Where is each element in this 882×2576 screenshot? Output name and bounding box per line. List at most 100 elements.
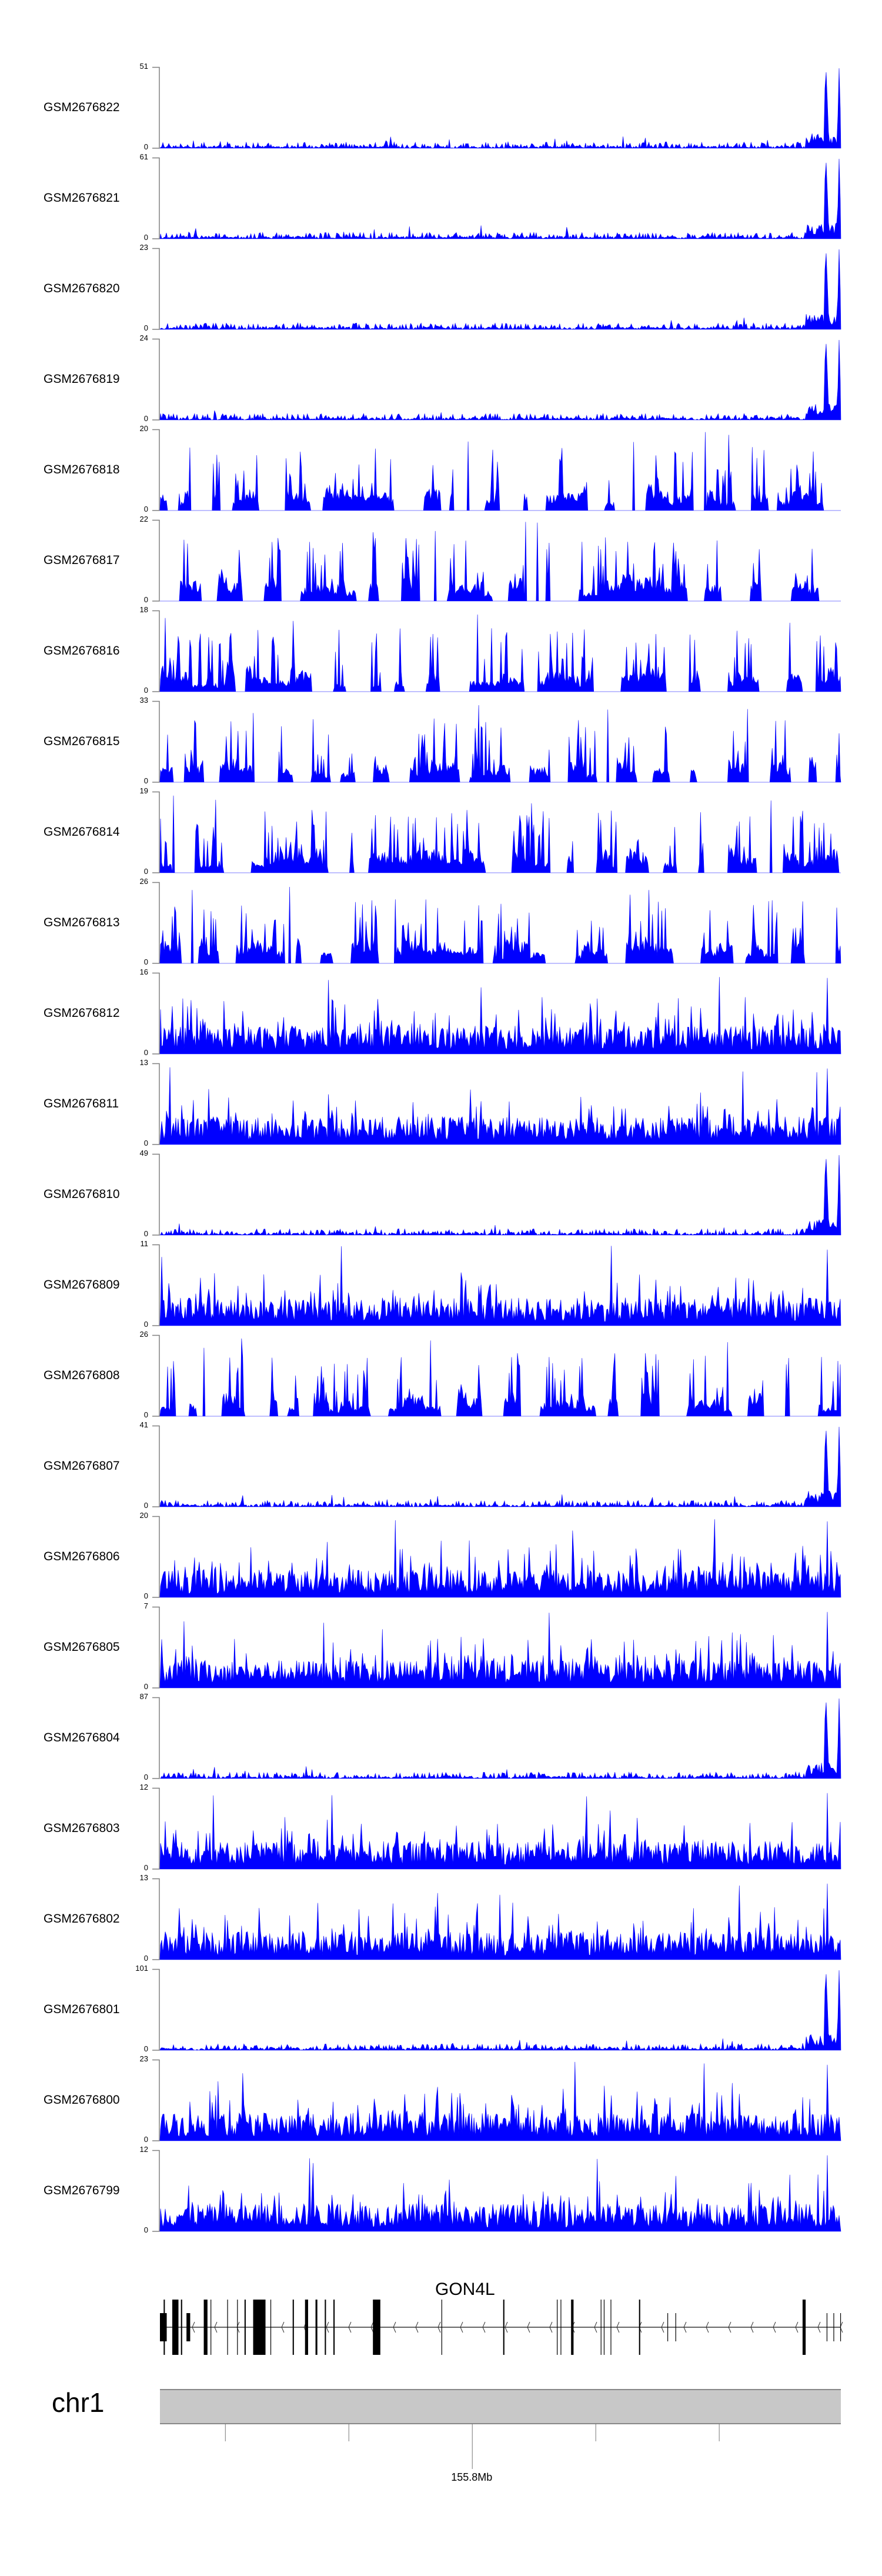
track-label: GSM2676817 [44,553,120,567]
y-axis-max-label: 49 [139,1149,148,1157]
strand-arrow-icon [661,2321,664,2333]
signal-area [159,1970,841,2051]
exon [503,2300,505,2355]
strand-arrow-icon [706,2321,709,2333]
y-axis-line [152,157,160,239]
y-axis-max-label: 20 [139,424,148,433]
track-plot [152,1334,841,1417]
y-axis-min-label: 0 [143,1501,148,1510]
track-plot [152,1878,841,1960]
exon [305,2300,308,2355]
track-label: GSM2676810 [44,1187,120,1201]
exon [600,2300,602,2355]
strand-arrow-icon [817,2321,821,2333]
signal-area [159,1883,841,1960]
y-axis-min-label: 0 [143,505,148,513]
strand-arrow-icon [594,2321,597,2333]
y-axis-min-label: 0 [143,1773,148,1781]
y-axis-line [152,2150,160,2232]
exon [802,2300,806,2355]
strand-arrow-icon [527,2321,530,2333]
y-axis-max-label: 19 [139,786,148,795]
y-axis-line [152,248,160,330]
y-axis-max-label: 33 [139,696,148,705]
track-label: GSM2676809 [44,1278,120,1292]
track-plot [152,1606,841,1689]
y-axis-max-label: 12 [139,1783,148,1791]
y-axis-line [152,1878,160,1960]
signal-area [159,1067,841,1145]
exon [571,2300,574,2355]
track-plot [152,972,841,1055]
y-axis-line [152,1697,160,1779]
exon [292,2300,294,2355]
y-axis-max-label: 101 [135,1964,148,1973]
track-label: GSM2676802 [44,1912,120,1926]
strand-arrow-icon [370,2321,374,2333]
y-axis-line [152,2059,160,2141]
exon [315,2300,318,2355]
y-axis-min-label: 0 [143,1410,148,1419]
y-axis-line [152,791,160,873]
track-label: GSM2676804 [44,1731,120,1744]
track-label: GSM2676821 [44,191,120,205]
exon [639,2300,640,2355]
signal-area [159,1793,841,1870]
y-axis-line [152,1334,160,1417]
y-axis-max-label: 26 [139,877,148,886]
y-axis-line [152,1516,160,1598]
exon [610,2300,612,2355]
y-axis-min-label: 0 [143,1863,148,1872]
track-plot [152,429,841,511]
track-label: GSM2676813 [44,916,120,929]
exon [237,2300,238,2355]
strand-arrow-icon [505,2321,508,2333]
track-label: GSM2676816 [44,644,120,658]
track-label: GSM2676808 [44,1369,120,1382]
signal-area [159,158,841,240]
y-axis-line [152,1153,160,1236]
track-label: GSM2676803 [44,1821,120,1835]
signal-area [159,1154,841,1236]
track-plot [152,1787,841,1870]
strand-arrow-icon [236,2321,240,2333]
signal-area [159,614,841,692]
y-axis-max-label: 12 [139,2145,148,2154]
track-label: GSM2676811 [44,1097,119,1110]
signal-area [159,1519,841,1598]
y-axis-max-label: 23 [139,2054,148,2063]
track-plot [152,519,841,602]
strand-arrow-icon [460,2321,463,2333]
exon [560,2300,562,2355]
signal-area [159,1611,841,1689]
y-axis-min-label: 0 [143,2044,148,2053]
exon [163,2300,165,2355]
y-axis-min-label: 0 [143,1048,148,1057]
y-axis-min-label: 0 [143,2225,148,2234]
signal-area [159,1698,841,1779]
track-label: GSM2676801 [44,2003,120,2016]
y-axis-line [152,519,160,602]
track-plot [152,1425,841,1507]
exon [833,2313,834,2341]
track-label: GSM2676800 [44,2093,120,2107]
exon [244,2300,246,2355]
track-label: GSM2676818 [44,463,120,476]
y-axis-min-label: 0 [143,1139,148,1147]
strand-arrow-icon [214,2321,218,2333]
exon [172,2300,179,2355]
strand-arrow-icon [549,2321,553,2333]
track-label: GSM2676807 [44,1459,120,1473]
strand-arrow-icon [281,2321,285,2333]
strand-arrow-icon [348,2321,352,2333]
signal-area [159,432,841,511]
track-plot [152,1968,841,2051]
track-label: GSM2676820 [44,282,120,295]
y-axis-max-label: 22 [139,515,148,523]
track-plot [152,1153,841,1236]
signal-area [159,339,841,421]
y-axis-line [152,66,160,149]
strand-arrow-icon [326,2321,329,2333]
strand-arrow-icon [415,2321,419,2333]
